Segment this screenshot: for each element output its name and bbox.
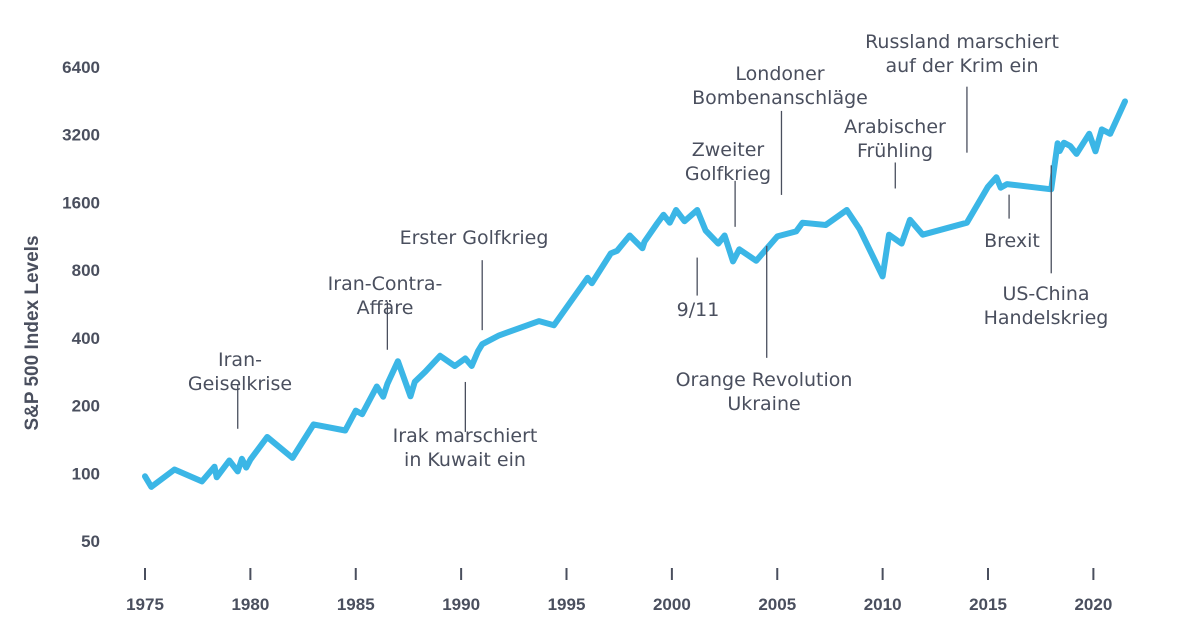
series-line [142,98,1128,490]
x-tick-label: 1980 [231,595,269,614]
y-tick-label: 400 [72,329,100,348]
x-tick-label: 1990 [442,595,480,614]
annotation-iran-hostage: Iran-Geiselkrise [188,349,292,429]
x-tick-label: 1985 [337,595,375,614]
annotation-label: Frühling [857,140,933,162]
annotation-label: US-China [1002,283,1089,305]
annotation-iran-contra: Iran-Contra-Affäre [328,273,443,350]
y-tick-label: 50 [81,532,100,551]
annotation-label: Iran-Contra- [328,273,443,295]
series-layer [142,98,1128,490]
x-tick-label: 1995 [548,595,586,614]
y-tick-label: 1600 [62,193,100,212]
annotation-nine-eleven: 9/11 [677,257,720,321]
y-tick-label: 3200 [62,126,100,145]
y-axis-ticks: 50 100 200 400 800 1600 3200 6400 [62,58,100,551]
annotation-label: Brexit [984,230,1040,252]
annotation-label: Londoner [735,63,824,85]
y-axis-label: S&P 500 Index Levels [22,235,43,430]
annotation-label: Affäre [357,297,414,319]
x-tick-label: 2015 [969,595,1007,614]
annotation-label: Iran- [218,349,262,371]
annotation-label: 9/11 [677,299,720,321]
annotation-label: Geiselkrise [188,373,292,395]
annotation-gulf-war-1: Erster Golfkrieg [400,227,549,331]
x-axis-ticks: 1975 1980 1985 1990 1995 2000 2005 2010 2015 2020 [126,568,1112,614]
annotation-label: Zweiter [692,139,765,161]
annotation-label: Orange Revolution [676,369,853,391]
x-tick-label: 2000 [653,595,691,614]
y-tick-label: 100 [72,464,100,483]
annotation-label: Irak marschiert [393,425,538,447]
annotation-label: auf der Krim ein [885,55,1038,77]
x-tick-label: 2020 [1074,595,1112,614]
event-annotations: Iran-Geiselkrise Iran-Contra-Affäre Irak m… [188,31,1109,471]
y-tick-label: 6400 [62,58,100,77]
annotation-label: Handelskrieg [984,307,1109,329]
annotation-label: Russland marschiert [865,31,1059,53]
y-tick-label: 800 [72,261,100,280]
annotation-label: Arabischer [844,116,946,138]
annotation-label: in Kuwait ein [404,449,526,471]
annotation-label: Bombenanschläge [692,87,868,109]
annotation-label: Erster Golfkrieg [400,227,549,249]
x-tick-label: 2005 [758,595,796,614]
annotation-brexit: Brexit [984,194,1040,252]
annotation-label: Golfkrieg [685,163,771,185]
x-tick-label: 1975 [126,595,164,614]
annotation-label: Ukraine [727,393,800,415]
x-tick-label: 2010 [864,595,902,614]
y-tick-label: 200 [72,397,100,416]
